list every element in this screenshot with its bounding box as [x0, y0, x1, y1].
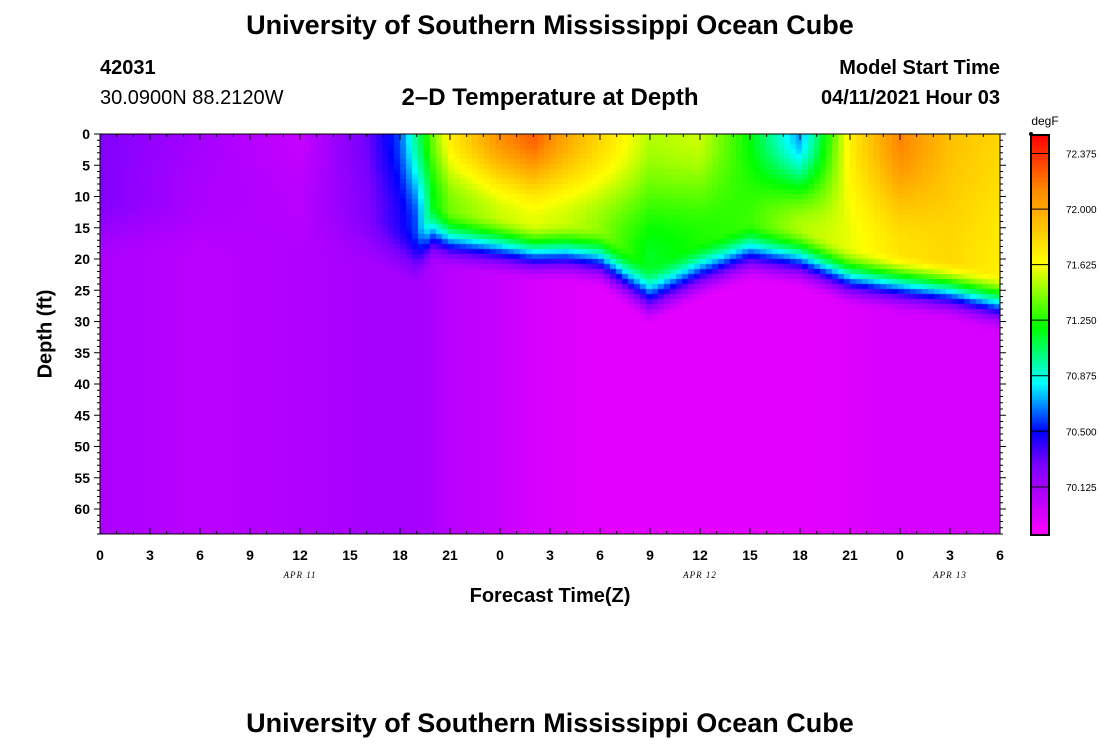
- colorbar-gradient: [1031, 135, 1049, 535]
- x-tick-label: 21: [442, 547, 458, 563]
- colorbar-tick-label: 70.125: [1066, 483, 1097, 494]
- date-label: APR 11: [282, 570, 316, 580]
- colorbar-frame: [1030, 134, 1050, 536]
- x-tick-label: 18: [392, 547, 408, 563]
- y-tick-label: 45: [74, 407, 90, 423]
- x-tick-label: 0: [496, 547, 504, 563]
- colorbar-unit: degF: [1031, 114, 1058, 128]
- x-tick-label: 3: [146, 547, 154, 563]
- colorbar-tick-label: 71.250: [1066, 316, 1097, 327]
- y-tick-label: 25: [74, 282, 90, 298]
- x-tick-label: 6: [596, 547, 604, 563]
- model-start-label: Model Start Time: [839, 57, 1000, 79]
- y-tick-label: 30: [74, 314, 90, 330]
- x-axis-label: Forecast Time(Z): [469, 585, 631, 607]
- colorbar-tick-label: 70.875: [1066, 372, 1097, 383]
- y-tick-label: 10: [74, 189, 90, 205]
- x-tick-label: 6: [196, 547, 204, 563]
- page-title: University of Southern Mississippi Ocean…: [246, 10, 854, 40]
- colorbar-tick-label: 70.500: [1066, 427, 1097, 438]
- colorbar-tick-label: 71.625: [1066, 261, 1097, 272]
- y-axis-label: Depth (ft): [34, 289, 57, 379]
- date-label: APR 12: [682, 570, 717, 580]
- y-tick-label: 20: [74, 251, 90, 267]
- x-tick-label: 9: [246, 547, 254, 563]
- colorbar-marker: [1029, 132, 1033, 136]
- y-tick-label: 35: [74, 345, 90, 361]
- station-location: 30.0900N 88.2120W: [100, 87, 284, 109]
- temperature-heatmap: [100, 134, 1000, 534]
- x-tick-label: 0: [896, 547, 904, 563]
- y-tick-label: 5: [82, 157, 90, 173]
- y-tick-label: 15: [74, 220, 90, 236]
- colorbar-tick-label: 72.000: [1066, 205, 1097, 216]
- date-label: APR 13: [932, 570, 967, 580]
- x-tick-label: 9: [646, 547, 654, 563]
- y-tick-label: 55: [74, 470, 90, 486]
- x-tick-label: 6: [996, 547, 1004, 563]
- y-tick-label: 40: [74, 376, 90, 392]
- plot-frame: [99, 133, 1001, 535]
- station-id: 42031: [100, 57, 156, 79]
- x-tick-label: 21: [842, 547, 858, 563]
- model-start-value: 04/11/2021 Hour 03: [820, 87, 1000, 109]
- x-tick-label: 15: [742, 547, 758, 563]
- x-tick-label: 12: [692, 547, 708, 563]
- x-tick-label: 3: [946, 547, 954, 563]
- footer-title: University of Southern Mississippi Ocean…: [246, 708, 854, 738]
- colorbar-tick-label: 72.375: [1066, 150, 1097, 161]
- y-tick-label: 60: [74, 501, 90, 517]
- y-tick-label: 50: [74, 439, 90, 455]
- x-tick-label: 18: [792, 547, 808, 563]
- y-tick-label: 0: [82, 126, 90, 142]
- x-tick-label: 0: [96, 547, 104, 563]
- x-tick-label: 12: [292, 547, 308, 563]
- plot-title: 2–D Temperature at Depth: [401, 84, 699, 111]
- x-tick-label: 3: [546, 547, 554, 563]
- x-tick-label: 15: [342, 547, 358, 563]
